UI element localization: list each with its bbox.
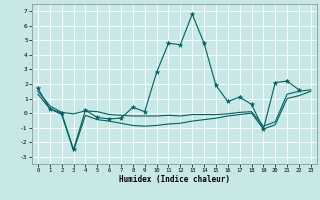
X-axis label: Humidex (Indice chaleur): Humidex (Indice chaleur) — [119, 175, 230, 184]
